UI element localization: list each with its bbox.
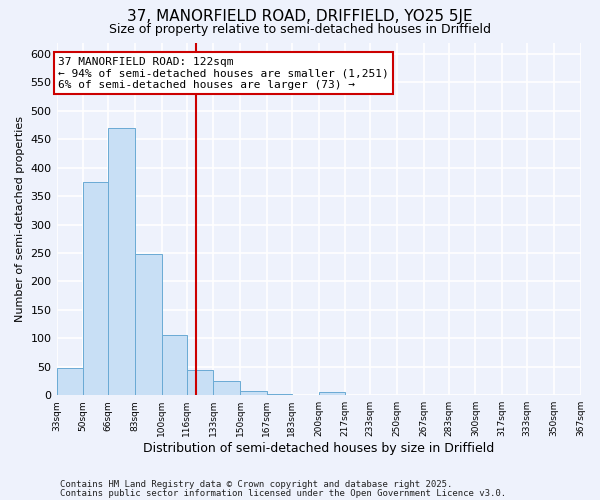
Bar: [527, 394, 554, 395]
Text: Contains public sector information licensed under the Open Government Licence v3: Contains public sector information licen…: [60, 488, 506, 498]
Text: 37, MANORFIELD ROAD, DRIFFIELD, YO25 5JE: 37, MANORFIELD ROAD, DRIFFIELD, YO25 5JE: [127, 9, 473, 24]
Bar: [214, 381, 240, 395]
Bar: [581, 394, 600, 395]
Bar: [267, 394, 292, 395]
Text: Contains HM Land Registry data © Crown copyright and database right 2025.: Contains HM Land Registry data © Crown c…: [60, 480, 452, 489]
X-axis label: Distribution of semi-detached houses by size in Driffield: Distribution of semi-detached houses by …: [143, 442, 494, 455]
Bar: [187, 370, 214, 395]
Text: Size of property relative to semi-detached houses in Driffield: Size of property relative to semi-detach…: [109, 22, 491, 36]
Bar: [83, 182, 109, 395]
Bar: [109, 128, 135, 395]
Bar: [240, 390, 267, 395]
Y-axis label: Number of semi-detached properties: Number of semi-detached properties: [15, 116, 25, 322]
Bar: [135, 254, 161, 395]
Bar: [161, 336, 187, 395]
Text: 37 MANORFIELD ROAD: 122sqm
← 94% of semi-detached houses are smaller (1,251)
6% : 37 MANORFIELD ROAD: 122sqm ← 94% of semi…: [58, 56, 389, 90]
Bar: [56, 368, 83, 395]
Bar: [319, 392, 345, 395]
